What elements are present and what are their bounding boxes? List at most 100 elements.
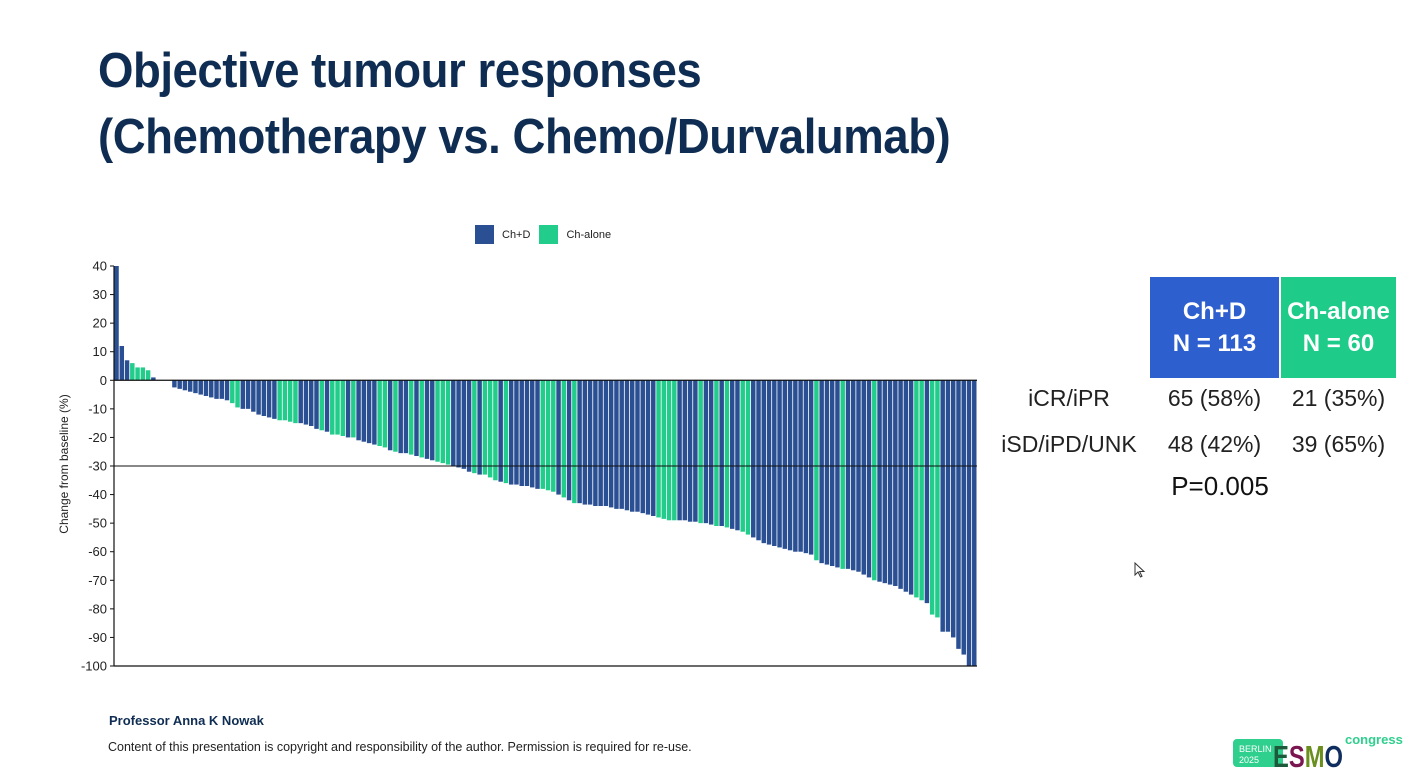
bar-ch-d — [787, 380, 793, 551]
bar-ch-d — [261, 380, 267, 416]
bar-ch-d — [466, 380, 472, 472]
bar-ch-d — [366, 380, 372, 444]
bar-ch-d — [708, 380, 714, 525]
bar-ch-d — [719, 380, 724, 526]
bar-ch-d — [172, 380, 177, 388]
bar-ch-d — [345, 380, 351, 438]
bar-ch-d — [187, 380, 193, 392]
bar-ch-alone — [445, 380, 451, 465]
bar-ch-d — [903, 380, 909, 592]
bar-ch-d — [693, 380, 698, 522]
bar-ch-d — [961, 380, 966, 655]
bar-ch-d — [703, 380, 709, 524]
y-tick-label: -60 — [88, 544, 107, 559]
y-tick-label: 20 — [93, 316, 107, 331]
svg-text:congress: congress — [1345, 732, 1403, 747]
bar-ch-d — [256, 380, 261, 415]
bar-ch-d — [209, 380, 214, 398]
bar-ch-alone — [935, 380, 940, 618]
bar-ch-d — [887, 380, 893, 585]
bar-ch-alone — [330, 380, 335, 435]
bar-ch-d — [845, 380, 851, 569]
y-tick-label: -50 — [88, 516, 107, 531]
bar-ch-d — [477, 380, 482, 475]
bar-ch-alone — [714, 380, 719, 526]
bar-ch-alone — [503, 380, 509, 484]
bar-ch-d — [624, 380, 630, 511]
bar-ch-d — [524, 380, 530, 486]
bar-ch-alone — [440, 380, 446, 464]
bar-ch-alone — [319, 380, 324, 431]
y-tick-label: 0 — [100, 373, 107, 388]
bar-ch-alone — [540, 380, 545, 489]
legend-label-ch-alone: Ch-alone — [566, 228, 612, 241]
bar-ch-d — [956, 380, 961, 649]
bar-ch-alone — [740, 380, 745, 532]
bar-ch-d — [272, 380, 277, 419]
bar-ch-d — [735, 380, 740, 531]
bar-ch-d — [114, 266, 119, 381]
bar-ch-d — [608, 380, 614, 508]
y-tick-label: 30 — [93, 287, 107, 302]
bar-ch-d — [530, 380, 535, 488]
bar-ch-alone — [287, 380, 293, 422]
bar-ch-d — [835, 380, 840, 568]
bar-ch-d — [603, 380, 609, 506]
header-ch-alone: Ch-alone N = 60 — [1281, 277, 1396, 378]
legend-item-ch-alone: Ch-alone — [539, 225, 611, 244]
title-line-1: Objective tumour responses — [98, 44, 702, 98]
bar-ch-alone — [666, 380, 672, 521]
bar-ch-d — [251, 380, 256, 412]
header-ch-d: Ch+D N = 113 — [1150, 277, 1279, 378]
bar-ch-alone — [482, 380, 488, 475]
bar-ch-d — [893, 380, 898, 586]
bar-ch-d — [808, 380, 814, 555]
bar-ch-d — [387, 380, 393, 451]
bar-ch-alone — [408, 380, 414, 455]
y-tick-label: -40 — [88, 487, 107, 502]
bar-ch-d — [424, 380, 430, 459]
bar-ch-alone — [745, 380, 751, 535]
mouse-cursor-icon — [1134, 561, 1146, 583]
header-ch-alone-n: N = 60 — [1302, 329, 1375, 357]
bar-ch-d — [361, 380, 367, 442]
bar-ch-d — [966, 380, 972, 666]
bar-ch-alone — [140, 367, 146, 381]
bar-ch-d — [829, 380, 835, 566]
bar-ch-d — [309, 380, 314, 426]
bar-ch-d — [372, 380, 377, 445]
cell-isd-ch-d: 48 (42%) — [1167, 431, 1262, 457]
bar-ch-alone — [230, 380, 235, 404]
bar-ch-alone — [698, 380, 703, 524]
slide-title: Objective tumour responses (Chemotherapy… — [98, 38, 951, 170]
y-tick-label: -70 — [88, 573, 107, 588]
bar-ch-d — [687, 380, 693, 522]
bar-ch-d — [303, 380, 309, 425]
bar-ch-d — [972, 380, 977, 666]
bar-ch-d — [772, 380, 777, 546]
bar-ch-d — [898, 380, 903, 589]
bar-ch-d — [508, 380, 514, 485]
bar-ch-d — [456, 380, 461, 468]
bar-ch-alone — [661, 380, 667, 519]
bar-ch-d — [856, 380, 861, 572]
y-tick-label: -100 — [81, 659, 107, 674]
bar-ch-d — [598, 380, 603, 506]
bar-ch-alone — [282, 380, 288, 421]
bar-ch-alone — [472, 380, 477, 474]
bar-ch-d — [640, 380, 645, 514]
author-name: Professor Anna K Nowak — [109, 713, 264, 728]
bar-ch-alone — [340, 380, 346, 436]
bar-ch-alone — [351, 380, 356, 438]
header-ch-d-name: Ch+D — [1182, 297, 1247, 325]
title-line-2: (Chemotherapy vs. Chemo/Durvalumab) — [98, 110, 951, 164]
bar-ch-d — [193, 380, 198, 394]
bar-ch-d — [298, 380, 303, 424]
waterfall-chart: 40 30 20 10 0 -10 -20 -30 -40 -50 -60 -70 -80 -90 -100 — [81, 259, 977, 674]
bar-ch-d — [219, 380, 225, 399]
y-tick-label: -80 — [88, 601, 107, 616]
bar-ch-d — [777, 380, 782, 548]
bar-ch-d — [119, 346, 125, 381]
bar-ch-d — [198, 380, 203, 395]
bar-ch-d — [824, 380, 830, 565]
